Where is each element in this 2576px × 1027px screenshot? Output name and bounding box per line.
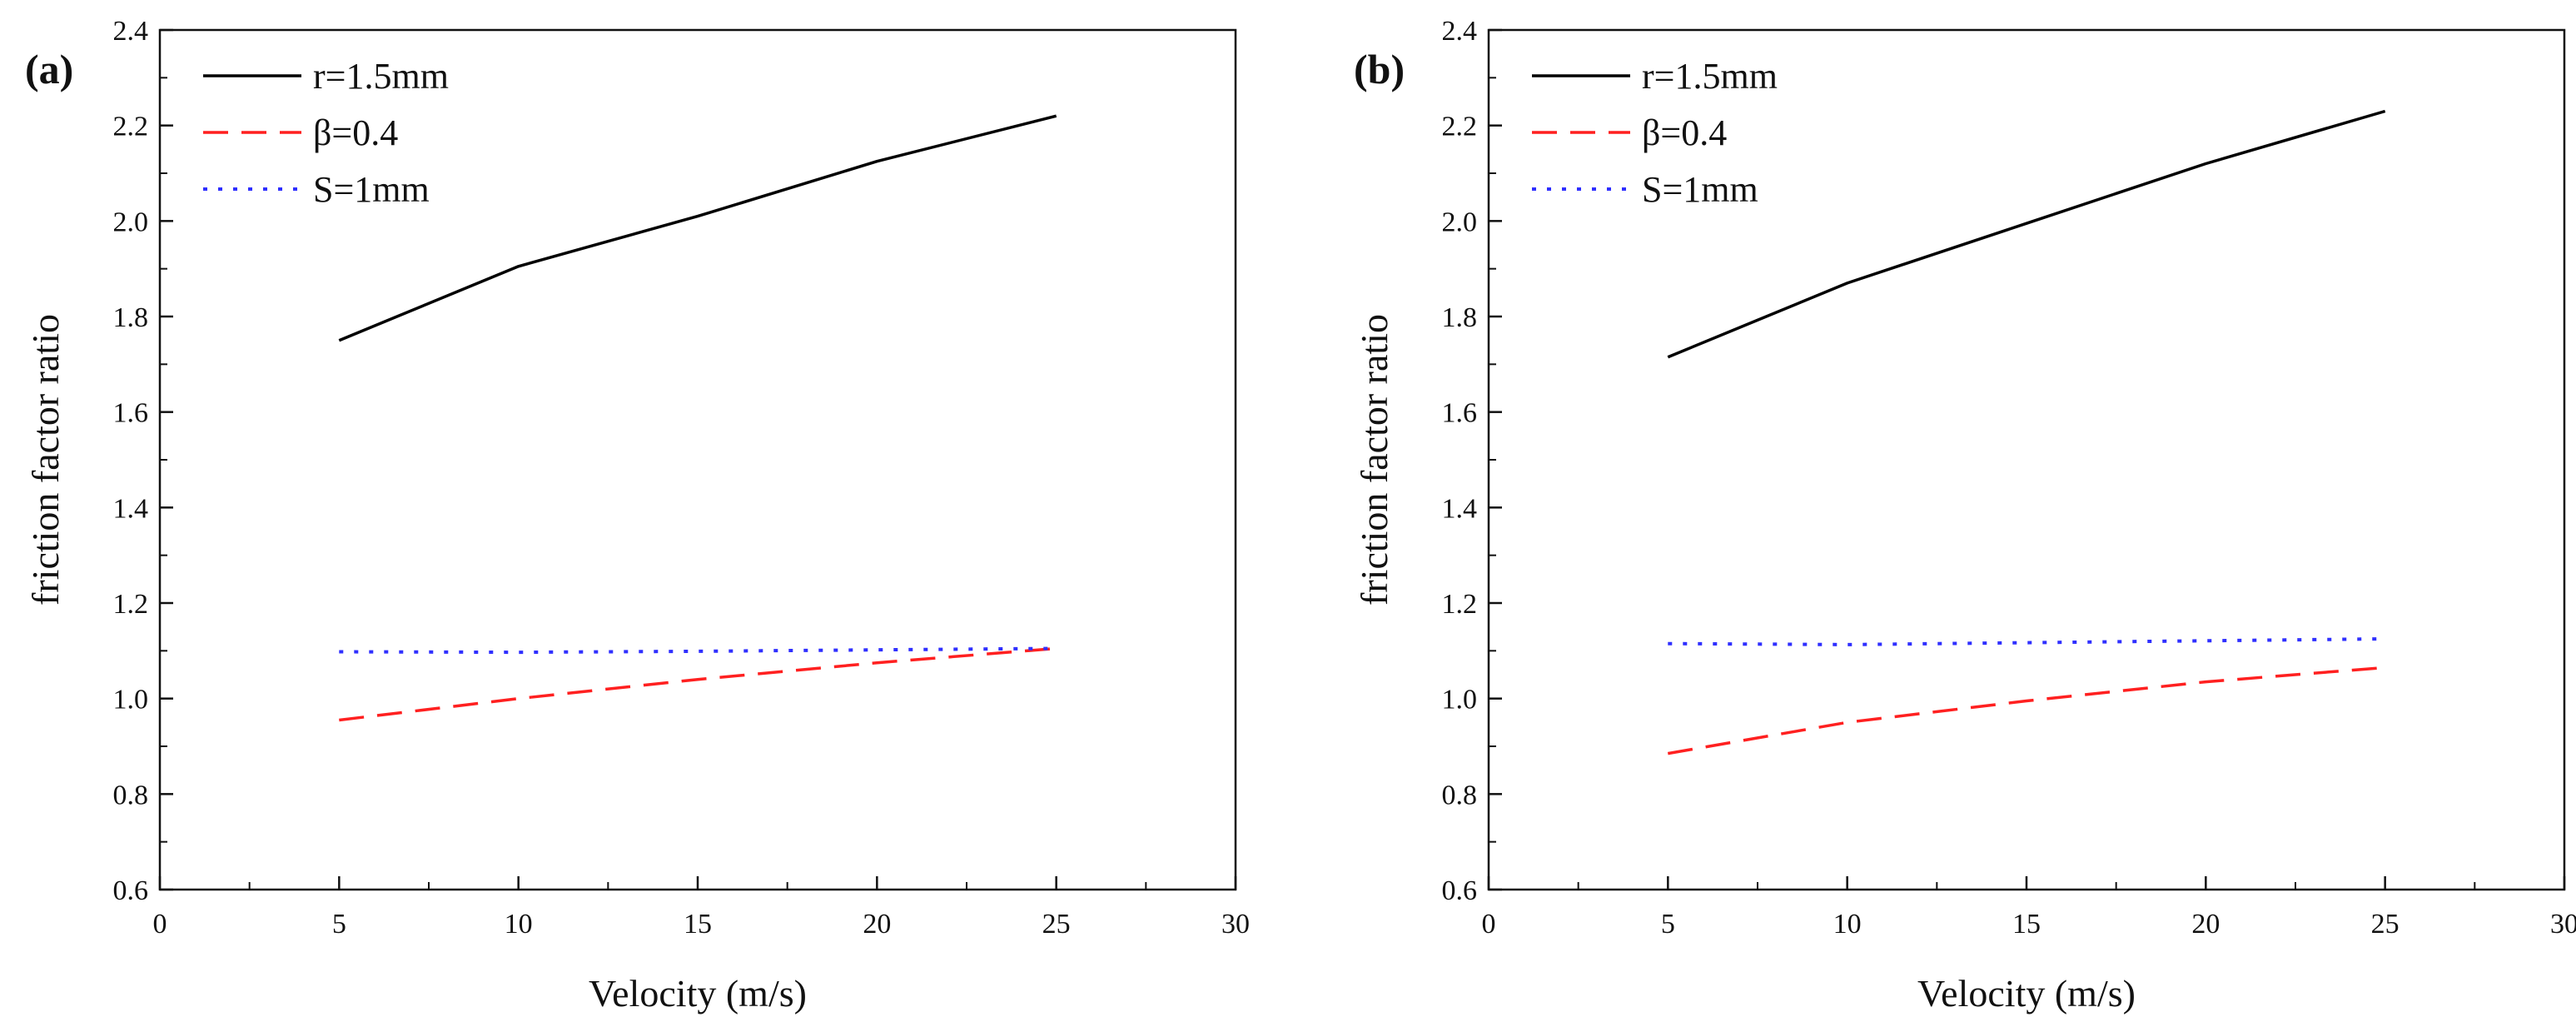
data-point (696, 650, 699, 653)
data-point (696, 215, 699, 218)
y-axis-label: friction factor ratio (1353, 314, 1395, 606)
legend-label-1: β=0.4 (313, 112, 398, 153)
x-axis-label: Velocity (m/s) (1917, 972, 2136, 1015)
data-point (875, 160, 878, 163)
series-line-1 (1668, 666, 2385, 755)
y-tick-label: 2.4 (1442, 16, 1478, 47)
plot-frame (1487, 28, 2566, 891)
data-point (1666, 356, 1669, 359)
data-point (1666, 752, 1669, 755)
y-tick-label: 0.8 (113, 780, 149, 810)
y-tick-label: 1.8 (113, 302, 149, 333)
y-tick-label: 1.0 (113, 685, 149, 715)
series-line-0 (338, 114, 1057, 342)
x-tick-label: 15 (2012, 909, 2041, 940)
panel-label: (b) (1354, 46, 1405, 92)
x-tick-label: 0 (153, 909, 167, 940)
x-tick-label: 30 (2550, 909, 2576, 940)
y-tick-label: 0.6 (113, 875, 149, 906)
x-tick-label: 25 (2371, 909, 2399, 940)
x-tick-label: 10 (1833, 909, 1862, 940)
x-tick-label: 25 (1042, 909, 1071, 940)
legend-label-2: S=1mm (313, 169, 430, 210)
data-point (2025, 641, 2028, 645)
data-point (2204, 639, 2207, 642)
y-tick-label: 0.6 (1442, 875, 1478, 906)
y-tick-label: 1.2 (113, 589, 149, 620)
data-point (2025, 700, 2028, 703)
data-point (337, 339, 341, 342)
data-point (1846, 720, 1849, 724)
chart-panel-b: 0 5 10 15 20 25 30 0.6 0.8 1.0 1.2 1.4 1.6 1.8 2.0 2.2 2… (1353, 16, 2576, 1015)
data-point (1055, 114, 1058, 117)
y-tick-label: 1.4 (113, 493, 149, 524)
x-axis-label: Velocity (m/s) (589, 972, 807, 1015)
y-tick-label: 2.2 (1442, 112, 1478, 142)
x-tick-label: 15 (684, 909, 712, 940)
plot-frame (158, 28, 1237, 891)
data-point (696, 678, 699, 681)
data-point (2384, 666, 2387, 669)
data-point (517, 651, 520, 654)
y-tick-label: 1.8 (1442, 302, 1478, 333)
x-tick-label: 10 (505, 909, 533, 940)
data-point (1666, 642, 1669, 646)
data-point (1055, 646, 1058, 650)
y-tick-label: 1.6 (113, 398, 149, 429)
data-point (337, 650, 341, 653)
data-point (2025, 222, 2028, 225)
series-line-1 (339, 646, 1057, 722)
x-tick-label: 5 (1661, 909, 1675, 940)
x-tick-label: 20 (863, 909, 891, 940)
data-point (2204, 162, 2207, 166)
y-tick-label: 2.4 (113, 16, 149, 47)
y-axis-label: friction factor ratio (24, 314, 67, 606)
y-tick-label: 0.8 (1442, 780, 1478, 810)
chart-panel-a: 0 5 10 15 20 25 30 0.6 0.8 1.0 1.2 1.4 1.6 1.8 2.0 2.2 2… (24, 16, 1250, 1015)
data-point (2384, 637, 2387, 641)
y-tick-label: 1.0 (1442, 685, 1478, 715)
data-point (517, 265, 520, 268)
y-tick-label: 2.0 (1442, 207, 1478, 237)
legend-label-0: r=1.5mm (313, 56, 449, 97)
series-line-0 (1667, 109, 2386, 359)
data-point (2384, 109, 2387, 112)
data-point (337, 718, 341, 721)
x-tick-label: 30 (1221, 909, 1250, 940)
data-point (1846, 643, 1849, 646)
y-tick-label: 1.6 (1442, 398, 1478, 429)
legend-label-1: β=0.4 (1642, 112, 1727, 153)
data-point (1846, 282, 1849, 285)
data-point (875, 661, 878, 665)
data-point (517, 697, 520, 700)
x-tick-label: 20 (2191, 909, 2220, 940)
y-tick-label: 2.0 (113, 207, 149, 237)
data-point (875, 648, 878, 651)
x-tick-label: 0 (1482, 909, 1496, 940)
data-point (2204, 681, 2207, 684)
y-tick-label: 1.4 (1442, 493, 1478, 524)
panel-label: (a) (25, 46, 73, 92)
legend-label-0: r=1.5mm (1642, 56, 1778, 97)
x-tick-label: 5 (332, 909, 346, 940)
y-tick-label: 1.2 (1442, 589, 1478, 620)
y-tick-label: 2.2 (113, 112, 149, 142)
legend-label-2: S=1mm (1642, 169, 1758, 210)
